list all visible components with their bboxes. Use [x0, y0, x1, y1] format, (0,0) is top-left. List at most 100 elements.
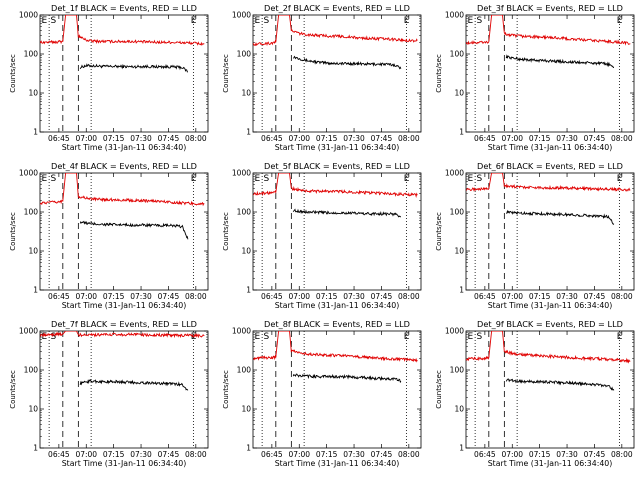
chart-panel: Det_8f BLACK = Events, RED = LLD 1 10 100 10… [222, 319, 422, 468]
event-marker-label: E [191, 16, 197, 26]
x-tick-label: 07:30 [343, 450, 365, 459]
event-marker-label: E [255, 16, 261, 26]
y-tick-label: 1000 [445, 169, 464, 178]
x-axis-label: Start Time (31-Jan-11 06:34:40) [275, 143, 400, 152]
x-tick-label: 07:15 [103, 450, 125, 459]
y-tick-label: 100 [237, 208, 252, 217]
lld-series-line [466, 331, 631, 364]
y-tick-label: 1000 [445, 327, 464, 336]
event-marker-label: E [404, 332, 410, 342]
x-tick-label: 07:30 [556, 292, 578, 301]
y-tick-label: 10 [28, 247, 38, 256]
chart-panel: Det_1f BLACK = Events, RED = LLD 1 10 100 10… [9, 3, 209, 152]
y-tick-label: 100 [24, 366, 39, 375]
y-tick-label: 10 [454, 247, 464, 256]
plot-frame [252, 14, 422, 133]
event-marker-label: E [404, 174, 410, 184]
events-series-line [79, 63, 188, 73]
lld-series-line [466, 173, 631, 192]
x-axis-label: Start Time (31-Jan-11 06:34:40) [488, 459, 613, 468]
x-tick-label: 07:30 [130, 450, 152, 459]
x-tick-label: 07:30 [343, 134, 365, 143]
events-series-line [505, 54, 614, 68]
x-tick-label: 07:15 [103, 292, 125, 301]
chart-title: Det_3f BLACK = Events, RED = LLD [477, 3, 623, 13]
chart-title: Det_8f BLACK = Events, RED = LLD [264, 319, 410, 329]
x-tick-label: 07:00 [501, 134, 523, 143]
y-tick-label: 100 [24, 50, 39, 59]
chart-panel: Det_7f BLACK = Events, RED = LLD 1 10 100 10… [9, 319, 209, 468]
lld-series-line [466, 15, 631, 46]
x-axis-label: Start Time (31-Jan-11 06:34:40) [488, 143, 613, 152]
event-marker-label: E [468, 174, 474, 184]
y-tick-label: 10 [28, 405, 38, 414]
x-tick-label: 07:30 [343, 292, 365, 301]
chart-title: Det_6f BLACK = Events, RED = LLD [477, 161, 623, 171]
event-marker-label: E [255, 332, 261, 342]
chart-title: Det_2f BLACK = Events, RED = LLD [264, 3, 410, 13]
events-series-line [505, 378, 615, 391]
x-axis-label: Start Time (31-Jan-11 06:34:40) [275, 301, 400, 310]
plot-frame [465, 330, 635, 449]
events-series-line [292, 208, 402, 218]
y-tick-label: 10 [241, 247, 251, 256]
event-marker-label: E [42, 174, 48, 184]
lld-series-line [253, 15, 418, 47]
x-tick-label: 08:00 [185, 292, 207, 301]
event-marker-label: E [255, 174, 261, 184]
x-tick-label: 07:30 [556, 450, 578, 459]
x-axis-label: Start Time (31-Jan-11 06:34:40) [62, 301, 187, 310]
events-series-line [79, 378, 189, 391]
y-axis-label: Counts/sec [222, 370, 230, 409]
chart-panel: Det_2f BLACK = Events, RED = LLD 1 10 100 10… [222, 3, 422, 152]
x-tick-label: 07:00 [288, 292, 310, 301]
x-tick-label: 08:00 [611, 134, 633, 143]
y-axis-label: Counts/sec [435, 212, 443, 251]
x-tick-label: 08:00 [398, 450, 420, 459]
y-tick-label: 10 [454, 89, 464, 98]
plot-frame [252, 330, 422, 449]
x-tick-label: 07:45 [158, 450, 180, 459]
lld-series-line [40, 331, 205, 339]
x-tick-label: 07:15 [529, 292, 551, 301]
x-tick-label: 08:00 [398, 292, 420, 301]
x-axis-label: Start Time (31-Jan-11 06:34:40) [62, 459, 187, 468]
y-axis-label: Counts/sec [435, 370, 443, 409]
x-tick-label: 08:00 [398, 134, 420, 143]
y-tick-label: 100 [237, 366, 252, 375]
x-tick-label: 07:45 [158, 292, 180, 301]
y-axis-label: Counts/sec [222, 54, 230, 93]
y-tick-label: 10 [28, 89, 38, 98]
x-tick-label: 06:45 [261, 134, 283, 143]
x-tick-label: 07:15 [316, 292, 338, 301]
event-marker-label: S [263, 332, 269, 342]
y-tick-label: 1 [33, 128, 38, 137]
x-tick-label: 07:45 [584, 292, 606, 301]
plot-frame [39, 172, 209, 291]
x-tick-label: 06:45 [48, 450, 70, 459]
x-tick-label: 07:30 [130, 134, 152, 143]
chart-panel: Det_5f BLACK = Events, RED = LLD 1 10 100 10… [222, 161, 422, 310]
y-axis-label: Counts/sec [9, 212, 17, 251]
x-tick-label: 07:00 [75, 450, 97, 459]
x-tick-label: 06:45 [261, 292, 283, 301]
event-marker-label: S [50, 16, 56, 26]
x-tick-label: 07:00 [501, 450, 523, 459]
x-tick-label: 06:45 [474, 292, 496, 301]
y-tick-label: 100 [237, 50, 252, 59]
event-marker-label: S [50, 332, 56, 342]
events-series-line [79, 220, 189, 240]
x-tick-label: 06:45 [474, 450, 496, 459]
event-marker-label: E [617, 174, 623, 184]
y-tick-label: 1000 [19, 327, 38, 336]
x-tick-label: 07:45 [371, 134, 393, 143]
chart-title: Det_7f BLACK = Events, RED = LLD [51, 319, 197, 329]
plot-frame [465, 172, 635, 291]
plot-frame [465, 14, 635, 133]
y-tick-label: 1000 [232, 169, 251, 178]
chart-title: Det_1f BLACK = Events, RED = LLD [51, 3, 197, 13]
y-tick-label: 1 [246, 128, 251, 137]
x-axis-label: Start Time (31-Jan-11 06:34:40) [62, 143, 187, 152]
